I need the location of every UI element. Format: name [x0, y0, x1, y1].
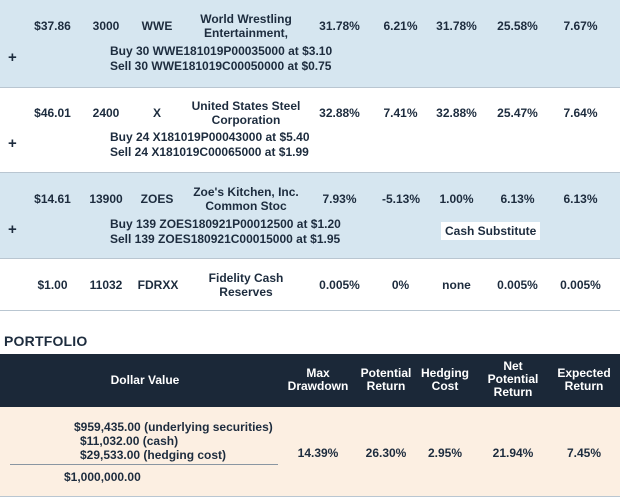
position-value-4: 25.47%	[497, 106, 538, 120]
position-shares: 13900	[89, 192, 123, 206]
expand-icon[interactable]: +	[8, 135, 17, 152]
position-value-2: -5.13%	[381, 192, 421, 206]
cash-value: $11,032.00 (cash)	[80, 434, 179, 448]
sell-order: Sell 24 X181019C00065000 at $1.99	[110, 145, 309, 159]
header-hedging-cost: Hedging Cost	[421, 366, 469, 393]
header-dollar-value: Dollar Value	[110, 373, 180, 387]
position-value-4: 0.005%	[497, 278, 538, 292]
position-row-zoes: $14.61 13900 ZOES Zoe's Kitchen, Inc. Co…	[0, 173, 620, 259]
position-price: $14.61	[34, 192, 71, 206]
position-ticker: ZOES	[140, 192, 174, 206]
position-shares: 2400	[92, 106, 120, 120]
portfolio-summary: $959,435.00 (underlying securities) $11,…	[0, 407, 620, 497]
position-price: $37.86	[34, 19, 71, 33]
position-row-wwe: $37.86 3000 WWE World Wrestling Entertai…	[0, 0, 620, 88]
position-name: World Wrestling Entertainment,	[200, 12, 292, 40]
header-max-drawdown: Max Drawdown	[287, 366, 349, 393]
position-price: $46.01	[34, 106, 71, 120]
position-shares: 11032	[89, 278, 123, 292]
position-value-2: 7.41%	[383, 106, 418, 120]
position-value-1: 31.78%	[319, 19, 360, 33]
position-ticker: X	[152, 106, 161, 120]
expand-icon[interactable]: +	[8, 221, 17, 238]
sell-order: Sell 30 WWE181019C00050000 at $0.75	[110, 59, 332, 73]
sell-order: Sell 139 ZOES180921C00015000 at $1.95	[110, 232, 341, 246]
position-ticker: WWE	[141, 19, 173, 33]
header-expected-return: Expected Return	[557, 366, 611, 393]
underlying-value: $959,435.00 (underlying securities)	[74, 420, 273, 434]
position-name: Fidelity Cash Reserves	[208, 271, 284, 299]
position-value-4: 25.58%	[497, 19, 538, 33]
position-value-2: 6.21%	[383, 19, 418, 33]
header-net-potential-return: Net Potential Return	[487, 359, 539, 399]
position-value-3: 31.78%	[436, 19, 477, 33]
metric-expected-return: 7.45%	[566, 446, 602, 460]
metric-max-drawdown: 14.39%	[297, 446, 339, 460]
position-name: United States Steel Corporation	[191, 99, 301, 127]
sum-divider	[10, 464, 278, 465]
hedge-orders: Buy 139 ZOES180921P00012500 at $1.20 Sel…	[110, 217, 341, 247]
position-value-3: 32.88%	[436, 106, 477, 120]
position-value-3: none	[442, 278, 471, 292]
metric-potential-return: 26.30%	[365, 446, 407, 460]
position-price: $1.00	[37, 278, 68, 292]
expand-icon[interactable]: +	[8, 49, 17, 66]
position-value-3: 1.00%	[439, 192, 474, 206]
position-value-2: 0%	[391, 278, 410, 292]
position-name: Zoe's Kitchen, Inc. Common Stoc	[193, 185, 299, 213]
buy-order: Buy 139 ZOES180921P00012500 at $1.20	[110, 217, 341, 231]
cash-substitute-badge: Cash Substitute	[441, 222, 541, 240]
hedge-orders: Buy 24 X181019P00043000 at $5.40 Sell 24…	[110, 130, 310, 160]
position-ticker: FDRXX	[137, 278, 179, 292]
hedging-value: $29,533.00 (hedging cost)	[80, 448, 227, 462]
buy-order: Buy 30 WWE181019P00035000 at $3.10	[110, 44, 333, 58]
position-shares: 3000	[92, 19, 120, 33]
total-value: $1,000,000.00	[64, 470, 141, 484]
position-value-5: 7.64%	[563, 106, 598, 120]
portfolio-title: PORTFOLIO	[4, 333, 88, 349]
portfolio-header: Dollar Value Max Drawdown Potential Retu…	[0, 354, 620, 407]
position-value-5: 0.005%	[560, 278, 601, 292]
position-value-5: 7.67%	[563, 19, 598, 33]
metric-hedging-cost: 2.95%	[427, 446, 463, 460]
metric-net-potential-return: 21.94%	[492, 446, 534, 460]
hedge-orders: Buy 30 WWE181019P00035000 at $3.10 Sell …	[110, 44, 332, 74]
position-value-5: 6.13%	[563, 192, 598, 206]
position-row-fdrxx: $1.00 11032 FDRXX Fidelity Cash Reserves…	[0, 259, 620, 311]
position-value-1: 0.005%	[319, 278, 360, 292]
position-row-x: $46.01 2400 X United States Steel Corpor…	[0, 88, 620, 173]
buy-order: Buy 24 X181019P00043000 at $5.40	[110, 130, 310, 144]
position-value-1: 32.88%	[319, 106, 360, 120]
header-potential-return: Potential Return	[360, 366, 412, 393]
position-value-4: 6.13%	[500, 192, 535, 206]
position-value-1: 7.93%	[322, 192, 357, 206]
